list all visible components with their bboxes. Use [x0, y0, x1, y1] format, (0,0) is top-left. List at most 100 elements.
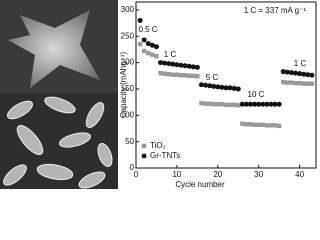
- point: [146, 50, 151, 56]
- plot-frame: [135, 1, 317, 169]
- point: [260, 101, 266, 107]
- point: [239, 101, 245, 107]
- y-axis-label: Capacity (mAhg⁻¹): [119, 51, 128, 118]
- point: [260, 122, 266, 127]
- point: [190, 64, 196, 70]
- point: [137, 17, 143, 23]
- point: [288, 70, 294, 76]
- y-tick-label: 200: [121, 58, 135, 67]
- point: [272, 123, 278, 128]
- point: [162, 71, 167, 76]
- point: [207, 83, 213, 89]
- point: [137, 41, 143, 47]
- point: [182, 73, 188, 78]
- point: [252, 122, 257, 127]
- point: [284, 69, 290, 75]
- point: [162, 60, 168, 66]
- x-tick-label: 30: [254, 170, 263, 179]
- annotation: 1 C: [164, 50, 177, 59]
- legend-label: TiO₂: [150, 141, 166, 150]
- point: [268, 101, 274, 107]
- x-tick-label: 40: [295, 170, 304, 179]
- point: [231, 102, 237, 107]
- point: [227, 102, 233, 107]
- point: [256, 101, 262, 107]
- point: [223, 102, 229, 107]
- point: [170, 61, 176, 67]
- point: [243, 101, 249, 107]
- point: [145, 41, 151, 47]
- point: [268, 123, 274, 128]
- point: [178, 62, 184, 68]
- point: [215, 84, 221, 90]
- x-tick-label: 10: [172, 170, 181, 179]
- point: [203, 82, 209, 88]
- figure: Cycle number Capacity (mAhg⁻¹) 0 50 100 150…: [0, 0, 317, 189]
- point: [248, 101, 254, 107]
- point: [170, 72, 176, 77]
- point: [276, 101, 282, 107]
- point: [248, 122, 253, 127]
- point: [191, 73, 196, 78]
- x-tick-label: 0: [134, 170, 139, 179]
- point: [223, 85, 229, 91]
- y-tick-label: 250: [121, 31, 135, 40]
- point: [305, 81, 311, 86]
- point: [194, 64, 200, 70]
- annotation: 5 C: [206, 73, 219, 82]
- point: [154, 54, 159, 59]
- point: [199, 100, 204, 106]
- point: [309, 72, 315, 78]
- point: [235, 86, 241, 92]
- point: [219, 102, 225, 107]
- y-tick-label: 50: [125, 137, 134, 146]
- point: [240, 121, 245, 126]
- point: [195, 74, 200, 79]
- point: [231, 85, 237, 91]
- point: [305, 72, 311, 78]
- legend-marker: [141, 153, 147, 159]
- point: [141, 37, 147, 43]
- point: [141, 48, 147, 54]
- point: [153, 44, 159, 50]
- point: [203, 101, 208, 106]
- point: [219, 84, 225, 90]
- x-tick-label: 20: [213, 170, 222, 179]
- point: [166, 71, 171, 77]
- point: [281, 79, 286, 85]
- point: [149, 42, 155, 48]
- y-tick-label: 0: [130, 163, 135, 172]
- point: [244, 122, 249, 127]
- legend-label: Gr-TNTs: [150, 151, 180, 160]
- point: [285, 80, 290, 85]
- point: [252, 101, 258, 107]
- point: [186, 63, 192, 69]
- y-tick-label: 100: [121, 110, 135, 119]
- point: [236, 103, 241, 108]
- point: [207, 101, 212, 106]
- y-tick-label: 300: [121, 5, 135, 14]
- point: [166, 61, 172, 67]
- point: [301, 71, 307, 77]
- point: [158, 70, 163, 76]
- point: [264, 123, 270, 128]
- annotation: 1 C = 337 mA g⁻¹: [244, 6, 307, 15]
- point: [293, 80, 298, 86]
- point: [227, 85, 233, 91]
- point: [186, 73, 192, 78]
- point: [297, 80, 302, 86]
- point: [198, 82, 204, 88]
- point: [289, 80, 294, 85]
- point: [174, 72, 180, 77]
- star-particle: [8, 10, 100, 88]
- annotation: 0.5 C: [138, 25, 157, 34]
- sem-images: [0, 0, 118, 189]
- point: [297, 71, 303, 77]
- point: [272, 101, 278, 107]
- point: [158, 60, 164, 66]
- legend-marker: [141, 143, 147, 149]
- point: [178, 73, 184, 78]
- annotation: 10 C: [248, 90, 265, 99]
- point: [215, 102, 221, 107]
- point: [211, 102, 216, 107]
